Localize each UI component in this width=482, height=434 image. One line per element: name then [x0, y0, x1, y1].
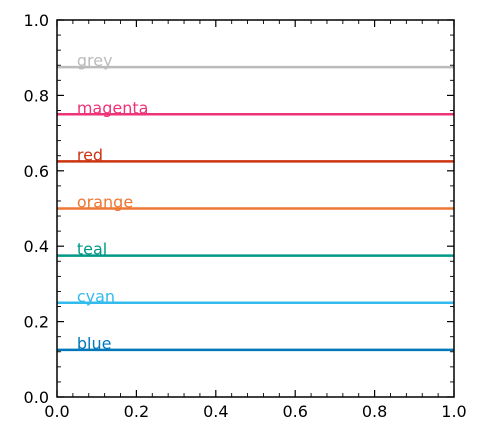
series-label-2: red — [77, 145, 103, 164]
y-tick-label-1: 0.2 — [24, 313, 49, 332]
tick-layer: 0.0 0.2 0.4 0.6 0.8 1.0 0.0 0.2 0.4 0.6 0.8 1.0 — [24, 11, 467, 421]
series-label-layer: grey magenta red orange teal cyan blue — [77, 51, 149, 353]
series-label-5: cyan — [77, 287, 115, 306]
plot-frame — [56, 19, 455, 398]
x-tick-label-0: 0.0 — [44, 402, 69, 421]
series-label-4: teal — [77, 240, 107, 259]
x-tick-label-3: 0.6 — [282, 402, 307, 421]
x-tick-label-5: 1.0 — [441, 402, 466, 421]
series-label-3: orange — [77, 193, 133, 212]
y-tick-label-4: 0.8 — [24, 86, 49, 105]
series-label-0: grey — [77, 51, 113, 70]
x-tick-label-2: 0.4 — [203, 402, 228, 421]
y-tick-label-3: 0.6 — [24, 162, 49, 181]
series-label-6: blue — [77, 334, 112, 353]
series-layer — [57, 65, 454, 352]
y-tick-label-5: 1.0 — [24, 11, 49, 30]
y-tick-label-0: 0.0 — [24, 388, 49, 407]
x-tick-label-4: 0.8 — [362, 402, 387, 421]
series-label-1: magenta — [77, 98, 149, 117]
y-tick-label-2: 0.4 — [24, 237, 49, 256]
x-tick-label-1: 0.2 — [124, 402, 149, 421]
